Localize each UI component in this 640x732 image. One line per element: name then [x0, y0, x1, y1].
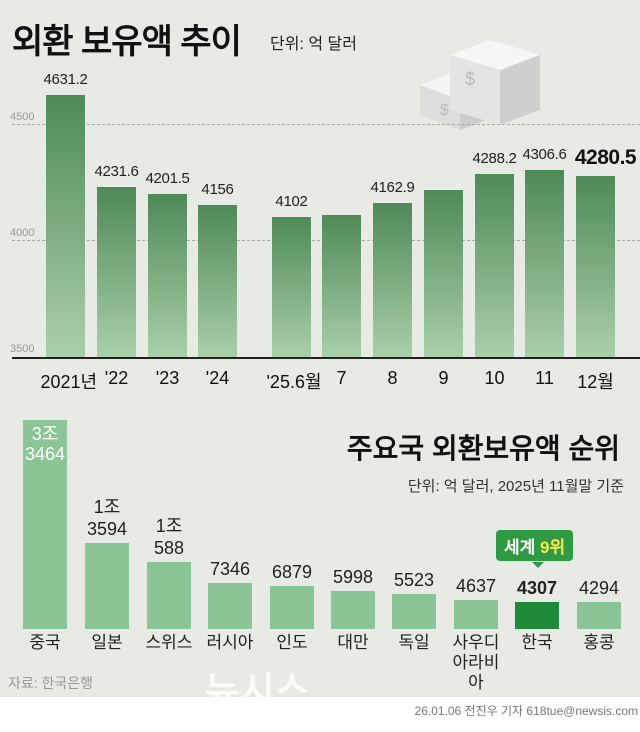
svg-text:$: $	[440, 102, 449, 119]
source: 자료: 한국은행	[8, 675, 94, 691]
data-label: 4231.6	[94, 163, 139, 181]
bar	[424, 189, 463, 357]
bar	[97, 187, 136, 357]
data-label: 5523	[393, 570, 435, 591]
data-label: 6879	[271, 561, 313, 582]
data-label: 4307	[516, 578, 558, 599]
bar	[85, 542, 129, 629]
bar	[148, 194, 187, 357]
bar	[576, 175, 615, 357]
bar	[373, 203, 412, 357]
data-label: 4201.5	[145, 170, 190, 188]
data-label: 4162.9	[370, 179, 415, 197]
money-stack-icon: $ $	[410, 25, 550, 140]
x-tick-label: 홍콩	[583, 633, 615, 652]
x-tick-label: 9	[438, 368, 449, 388]
x-tick-label: 대만	[337, 633, 369, 652]
unit-label: 단위: 억 달러	[270, 36, 357, 53]
chart-title: 외환 보유액 추이	[12, 23, 242, 61]
x-tick-label: 독일	[398, 633, 430, 652]
chart-title-2: 주요국 외환보유액 순위	[346, 433, 620, 464]
x-tick-label: '23	[155, 368, 180, 388]
data-label: 4637	[455, 575, 497, 596]
data-label: 5998	[332, 567, 374, 588]
x-tick-label: 사우디 아라비아	[452, 633, 500, 692]
x-tick-label: '24	[205, 368, 230, 388]
bar	[515, 602, 559, 629]
x-tick-label: 11	[535, 368, 554, 388]
data-label: 7346	[209, 558, 251, 579]
y-tick-label: 4000	[10, 227, 35, 239]
unit-label-2: 단위: 억 달러, 2025년 11월말 기준	[407, 478, 624, 495]
bar	[208, 582, 252, 629]
bar	[23, 420, 67, 629]
bar	[577, 602, 621, 629]
data-label: 4631.2	[43, 70, 88, 88]
x-axis	[12, 357, 640, 359]
watermark-logo: 뉴시스	[205, 671, 310, 713]
x-tick-label: 10	[484, 368, 505, 388]
bar	[525, 169, 564, 357]
y-tick-label: 4500	[10, 111, 35, 123]
x-tick-label: 스위스	[145, 633, 193, 652]
x-tick-label: 러시아	[206, 633, 254, 652]
badge-rank: 9위	[540, 538, 566, 557]
x-tick-label: 한국	[521, 633, 553, 652]
x-tick-label: 2021년	[40, 372, 98, 392]
x-tick-label: '22	[104, 368, 129, 388]
x-tick-label: 12월	[577, 372, 614, 392]
y-tick-label: 3500	[10, 343, 35, 355]
data-label: 4156	[201, 180, 234, 198]
data-label: 4294	[578, 578, 620, 599]
bar	[198, 204, 237, 357]
data-label: 3조	[31, 424, 59, 444]
bar	[272, 217, 311, 357]
x-tick-label: 7	[336, 368, 347, 388]
bar	[322, 214, 361, 357]
x-tick-label: 인도	[276, 633, 308, 652]
data-label: 4280.5	[574, 145, 637, 169]
bar	[454, 599, 498, 629]
bar	[270, 585, 314, 629]
data-label: 4102	[275, 193, 308, 211]
data-label: 4306.6	[522, 145, 567, 163]
bar	[331, 591, 375, 629]
bar	[46, 94, 85, 357]
gridline	[12, 124, 640, 125]
svg-text:$: $	[465, 69, 475, 89]
bar	[392, 594, 436, 629]
data-label: 1조	[155, 515, 183, 536]
rank-badge: 세계 9위	[496, 530, 574, 568]
bar	[475, 174, 514, 357]
data-label: 588	[153, 537, 185, 558]
bar	[147, 561, 191, 629]
data-label: 4288.2	[472, 150, 517, 168]
data-label: 1조	[93, 496, 121, 517]
x-tick-label: 8	[387, 368, 398, 388]
x-tick-label: 중국	[29, 633, 61, 652]
data-label: 3464	[24, 444, 66, 464]
data-label: 3594	[86, 518, 128, 539]
credit: 26.01.06 전진우 기자 618tue@newsis.com	[414, 704, 638, 718]
x-tick-label: 일본	[91, 633, 123, 652]
x-tick-label: '25.6월	[266, 372, 322, 392]
badge-text: 세계	[504, 538, 541, 557]
